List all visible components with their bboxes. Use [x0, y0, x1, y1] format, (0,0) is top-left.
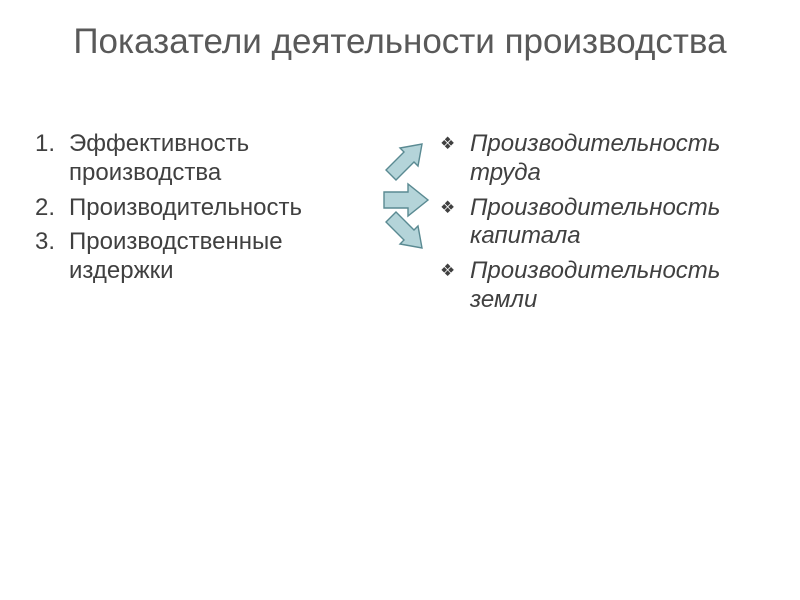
arrow-group	[378, 140, 438, 260]
list-text: Эффективность производства	[69, 130, 375, 188]
list-item: 1. Эффективность производства	[35, 130, 375, 188]
list-text: Производительность капитала	[470, 194, 780, 252]
right-column: ❖ Производительность труда ❖ Производите…	[440, 130, 780, 321]
bullet-icon: ❖	[440, 194, 470, 222]
list-text: Производительность	[69, 194, 375, 223]
list-number: 2.	[35, 194, 69, 222]
bullet-icon: ❖	[440, 257, 470, 285]
list-text: Производственные издержки	[69, 228, 375, 286]
arrow-up-right-icon	[386, 144, 422, 180]
list-text: Производительность труда	[470, 130, 780, 188]
bullet-icon: ❖	[440, 130, 470, 158]
list-text: Производительность земли	[470, 257, 780, 315]
list-item: ❖ Производительность земли	[440, 257, 780, 315]
left-column: 1. Эффективность производства 2. Произво…	[35, 130, 375, 292]
list-item: 2. Производительность	[35, 194, 375, 223]
list-item: 3. Производственные издержки	[35, 228, 375, 286]
list-item: ❖ Производительность капитала	[440, 194, 780, 252]
list-item: ❖ Производительность труда	[440, 130, 780, 188]
list-number: 1.	[35, 130, 69, 158]
list-number: 3.	[35, 228, 69, 256]
slide-title: Показатели деятельности производства	[0, 22, 800, 62]
arrow-right-icon	[384, 184, 428, 216]
arrow-down-right-icon	[386, 212, 422, 248]
